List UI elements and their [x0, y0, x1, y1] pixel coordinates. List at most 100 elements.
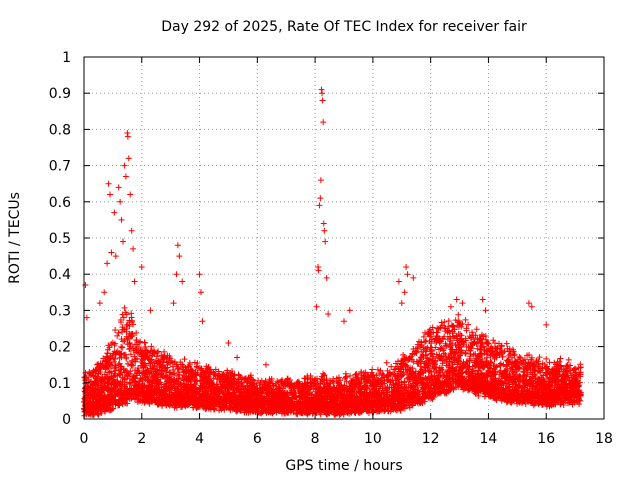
data-point — [431, 364, 438, 371]
data-point — [503, 362, 510, 369]
data-point — [318, 376, 325, 383]
data-point — [350, 386, 357, 393]
data-point — [188, 378, 195, 385]
data-point — [458, 323, 465, 330]
data-point — [478, 331, 485, 338]
data-point — [422, 348, 429, 355]
data-point — [420, 333, 427, 340]
data-point — [498, 380, 505, 387]
data-point — [422, 338, 429, 345]
data-point — [116, 360, 123, 367]
data-point — [429, 355, 436, 362]
data-point — [446, 341, 453, 348]
data-point — [565, 365, 572, 372]
data-point — [137, 338, 144, 345]
data-point — [194, 378, 201, 385]
data-point — [462, 350, 469, 357]
data-point — [537, 369, 544, 376]
data-point — [419, 376, 426, 383]
data-point — [451, 334, 458, 341]
data-point — [237, 388, 244, 395]
data-point — [507, 365, 514, 372]
data-point — [449, 330, 456, 337]
data-point — [133, 329, 140, 336]
data-point — [513, 397, 520, 404]
data-point — [124, 321, 131, 328]
data-point — [301, 381, 308, 388]
data-point — [500, 361, 507, 368]
data-point — [202, 406, 209, 413]
data-point — [230, 373, 237, 380]
data-point — [536, 354, 543, 361]
data-point — [121, 375, 128, 382]
data-point — [194, 360, 201, 367]
data-point — [113, 349, 120, 356]
data-point — [401, 379, 408, 386]
data-point — [141, 339, 148, 346]
data-point — [104, 350, 111, 357]
data-point — [443, 390, 450, 397]
data-point — [346, 372, 353, 379]
data-point — [470, 336, 477, 343]
data-point — [456, 321, 463, 328]
data-point — [418, 353, 425, 360]
data-point — [403, 355, 410, 362]
data-point — [124, 361, 131, 368]
data-point — [119, 344, 126, 351]
data-point — [504, 367, 511, 374]
data-point — [474, 370, 481, 377]
data-point — [454, 322, 461, 329]
data-point — [323, 375, 330, 382]
data-point — [445, 318, 452, 325]
data-point — [465, 321, 472, 328]
data-point — [448, 353, 455, 360]
data-point — [189, 384, 196, 391]
data-point — [543, 355, 550, 362]
data-point — [210, 375, 217, 382]
data-point — [437, 354, 444, 361]
data-points — [81, 86, 584, 419]
data-point — [394, 363, 401, 370]
data-point — [124, 372, 131, 379]
data-point — [538, 374, 545, 381]
data-point — [154, 349, 161, 356]
data-point — [117, 316, 124, 323]
data-point — [207, 369, 214, 376]
data-point — [551, 359, 558, 366]
data-point — [161, 348, 168, 355]
data-point — [383, 359, 390, 366]
data-point — [528, 356, 535, 363]
data-point — [466, 347, 473, 354]
data-point — [455, 311, 462, 318]
data-point — [373, 372, 380, 379]
data-point — [463, 325, 470, 332]
data-point — [185, 401, 192, 408]
data-point — [410, 380, 417, 387]
data-point — [467, 334, 474, 341]
data-point — [112, 356, 119, 363]
data-point — [437, 338, 444, 345]
data-point — [446, 358, 453, 365]
data-point — [446, 333, 453, 340]
data-point — [484, 354, 491, 361]
data-point — [369, 366, 376, 373]
data-point — [407, 378, 414, 385]
data-point — [532, 374, 539, 381]
data-point — [212, 366, 219, 373]
data-point — [149, 364, 156, 371]
data-point — [439, 360, 446, 367]
data-point — [433, 351, 440, 358]
data-point — [185, 363, 192, 370]
data-point — [176, 371, 183, 378]
data-point — [462, 316, 469, 323]
data-point — [122, 309, 129, 316]
data-point — [300, 382, 307, 389]
data-point — [469, 329, 476, 336]
data-point — [472, 370, 479, 377]
data-point — [160, 354, 167, 361]
data-point — [526, 360, 533, 367]
data-point — [423, 337, 430, 344]
data-point — [446, 327, 453, 334]
data-point — [472, 332, 479, 339]
data-point — [104, 375, 111, 382]
